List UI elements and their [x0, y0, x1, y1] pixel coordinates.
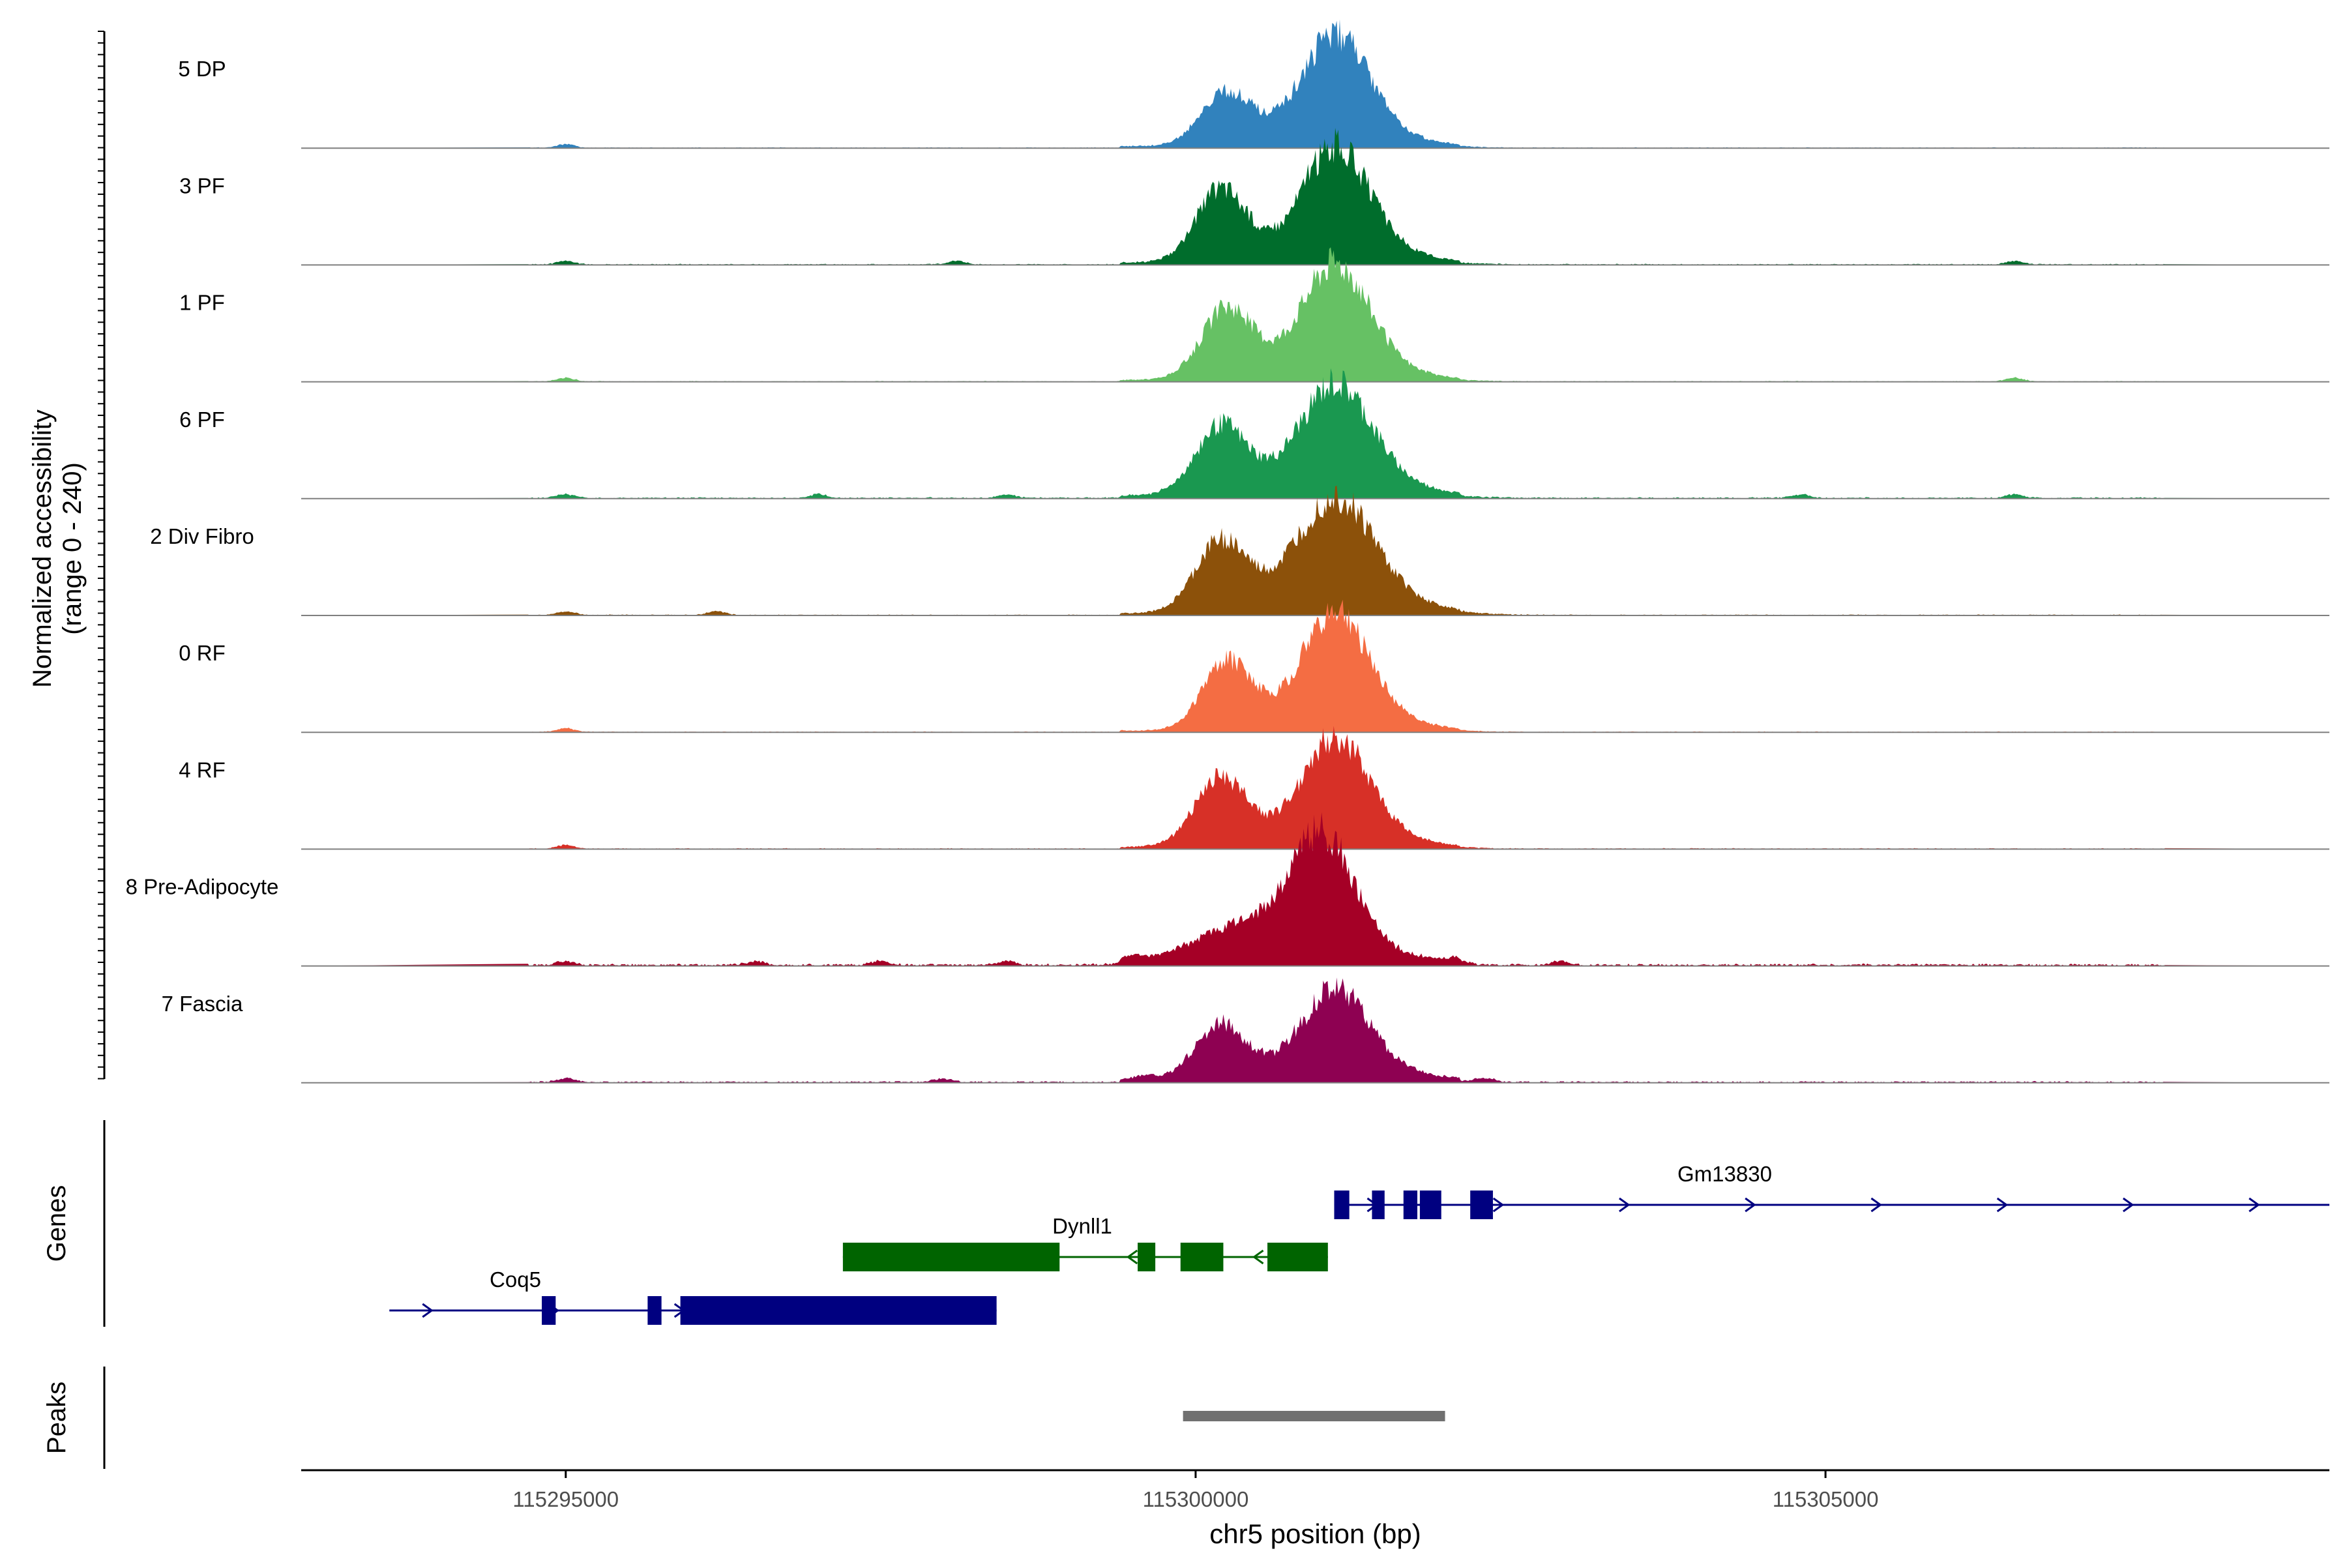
gene-exon: [1180, 1243, 1224, 1271]
coverage-area: [301, 19, 2329, 149]
genes-panel: Gm13830 Dynll1 Coq5: [389, 1162, 2329, 1325]
strand-arrow: [1745, 1197, 1756, 1213]
gene-name: Gm13830: [1677, 1162, 1772, 1186]
strand-arrow: [1252, 1249, 1264, 1265]
track-label: 3 PF: [179, 173, 225, 198]
strand-arrow: [1126, 1249, 1138, 1265]
track-label: 6 PF: [179, 407, 225, 432]
gene-name: Coq5: [490, 1267, 541, 1292]
peaks-panel: [1183, 1411, 1445, 1421]
gene-exon: [542, 1296, 556, 1325]
gene-name: Dynll1: [1052, 1214, 1112, 1238]
peaks-label: Peaks: [42, 1382, 71, 1454]
gene-exon: [1403, 1191, 1418, 1219]
coverage-area: [301, 247, 2329, 382]
strand-arrow: [1996, 1197, 2009, 1213]
strand-arrow: [1492, 1197, 1505, 1213]
coverage-area: [301, 128, 2329, 265]
track-label: 8 Pre-Adipocyte: [126, 875, 279, 899]
x-tick-label: 115305000: [1773, 1487, 1879, 1511]
strand-arrow: [1619, 1197, 1631, 1213]
gene-exon: [1334, 1191, 1350, 1219]
coverage-area: [301, 599, 2329, 733]
coverage-area: [301, 726, 2329, 850]
genes-label: Genes: [42, 1185, 71, 1262]
y-axis-range-label: (range 0 - 240): [58, 462, 87, 635]
x-axis-label: chr5 position (bp): [1209, 1518, 1421, 1549]
coverage-area: [301, 485, 2329, 615]
gene-exon: [1419, 1191, 1441, 1219]
peak-region: [1183, 1411, 1445, 1421]
gene-exon: [842, 1243, 1060, 1271]
track-label: 7 Fascia: [162, 992, 243, 1016]
strand-arrow: [422, 1303, 434, 1318]
gene-exon: [647, 1296, 662, 1325]
coverage-tracks: 5 DP 3 PF 1 PF 6 PF 2 Div Fibro 0 RF 4 RF 8 Pre…: [126, 19, 2329, 1084]
gene-exon: [680, 1296, 997, 1325]
coverage-area: [301, 368, 2329, 499]
coverage-area: [301, 812, 2329, 966]
track-label: 2 Div Fibro: [150, 524, 254, 548]
gene-exon: [1138, 1243, 1156, 1271]
strand-arrow: [2249, 1197, 2260, 1213]
x-tick-label: 115295000: [512, 1487, 619, 1511]
track-label: 0 RF: [179, 641, 226, 665]
x-axis: 115295000 115300000 115305000: [301, 1469, 2329, 1511]
strand-arrow: [1870, 1197, 1882, 1213]
track-label: 5 DP: [178, 57, 226, 81]
x-tick-label: 115300000: [1143, 1487, 1249, 1511]
gene-exon: [1372, 1191, 1385, 1219]
coverage-area: [301, 977, 2329, 1083]
gene-exon: [1267, 1243, 1328, 1271]
strand-arrow: [2122, 1197, 2134, 1213]
accessibility-y-axis: [98, 31, 106, 1080]
y-axis-label: Normalized accessibility: [28, 409, 57, 688]
track-label: 4 RF: [179, 758, 226, 782]
track-label: 1 PF: [179, 291, 225, 315]
gene-exon: [1470, 1191, 1493, 1219]
